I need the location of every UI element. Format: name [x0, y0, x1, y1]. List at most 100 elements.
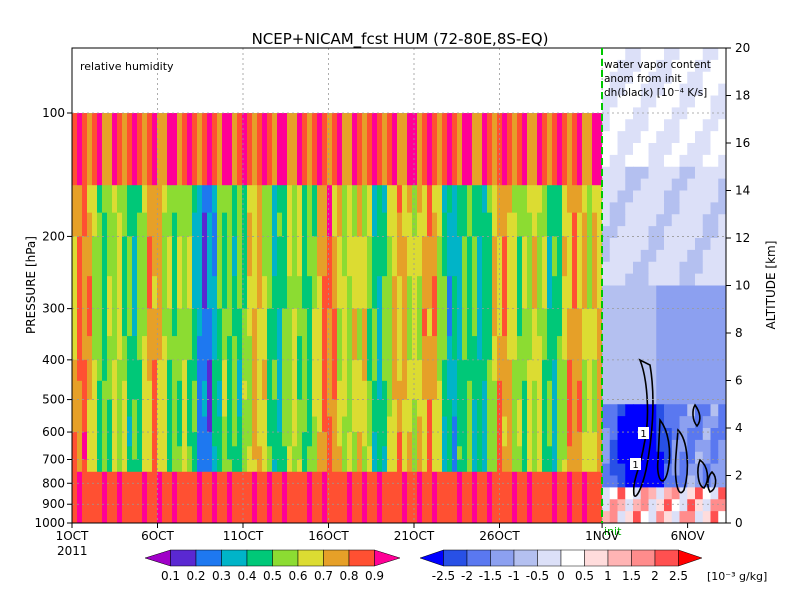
pressure-tick-label-8: 900: [42, 497, 65, 511]
anomaly-colorbar-swatch-10: [654, 549, 679, 567]
anomaly-colorbar-units: [10⁻³ g/kg]: [707, 570, 767, 583]
relative-humidity-field: [72, 113, 602, 523]
humidity-colorbar: 0.1 0.2 0.3 0.4 0.5 0.6 0.7 0.8 0.9: [144, 549, 401, 583]
svg-text:1: 1: [632, 460, 638, 471]
altitude-tick-label-7: 14: [735, 184, 750, 198]
pressure-tick-label-2: 300: [42, 302, 65, 316]
anomaly-colorbar-label-4: -0.5: [526, 569, 549, 583]
humidity-colorbar-label-1: 0.2: [186, 569, 205, 583]
humidity-colorbar-swatch-7: [323, 549, 350, 567]
humidity-colorbar-label-7: 0.8: [339, 569, 358, 583]
humidity-colorbar-swatch-4: [246, 549, 273, 567]
anomaly-colorbar-label-0: -2.5: [432, 569, 455, 583]
anomaly-colorbar-swatch-11: [678, 549, 703, 567]
altitude-tick-label-5: 10: [735, 279, 750, 293]
pressure-tick-label-9: 1000: [34, 516, 65, 530]
anomaly-colorbar-label-5: 0: [557, 569, 565, 583]
wv-annotation: water vapor content anom from init dh(bl…: [604, 59, 711, 99]
pressure-tick-label-3: 400: [42, 353, 65, 367]
altitude-tick-label-9: 18: [735, 89, 750, 103]
pressure-axis: 100 200 300 400 500 600 700 800 900 1000: [34, 106, 72, 530]
time-tick-label-0: 1OCT: [56, 529, 89, 543]
pressure-tick-label-7: 800: [42, 476, 65, 490]
pressure-axis-label: PRESSURE [hPa]: [24, 236, 38, 334]
humidity-colorbar-swatch-3: [221, 549, 248, 567]
pressure-tick-label-4: 500: [42, 393, 65, 407]
humidity-colorbar-swatch-2: [195, 549, 222, 567]
humidity-colorbar-swatch-6: [297, 549, 324, 567]
anomaly-colorbar-swatch-3: [490, 549, 515, 567]
time-tick-label-7: 6NOV: [671, 529, 706, 543]
anomaly-colorbar-swatch-2: [466, 549, 491, 567]
anomaly-colorbar-label-10: 2.5: [669, 569, 688, 583]
altitude-tick-label-10: 20: [735, 41, 750, 55]
humidity-colorbar-label-2: 0.3: [212, 569, 231, 583]
altitude-axis-label: ALTITUDE [km]: [764, 241, 778, 330]
init-label: init: [604, 525, 622, 538]
pressure-tick-label-5: 600: [42, 425, 65, 439]
anomaly-colorbar-swatch-9: [631, 549, 656, 567]
altitude-tick-label-8: 16: [735, 136, 750, 150]
wv-annotation-line-3: dh(black) [10⁻⁴ K/s]: [604, 87, 707, 99]
dh-contour-4: [697, 458, 709, 489]
time-tick-label-3: 16OCT: [308, 529, 349, 543]
dh-contour-2: [656, 417, 671, 482]
anomaly-colorbar-label-3: -1: [508, 569, 520, 583]
chart-title: NCEP+NICAM_fcst HUM (72-80E,8S-EQ): [252, 30, 549, 49]
anomaly-colorbar-swatch-6: [560, 549, 585, 567]
time-tick-label-6: 1NOV: [585, 529, 620, 543]
anomaly-colorbar-label-1: -2: [461, 569, 473, 583]
anomaly-colorbar-swatch-5: [537, 549, 562, 567]
altitude-axis: 0 2 4 6 8 10 12 14 16 18 20: [726, 41, 750, 530]
humidity-colorbar-label-6: 0.7: [314, 569, 333, 583]
time-tick-label-2: 11OCT: [223, 529, 264, 543]
water-vapor-anomaly-field: [602, 48, 726, 523]
humidity-colorbar-label-3: 0.4: [237, 569, 256, 583]
pressure-tick-label-6: 700: [42, 452, 65, 466]
time-tick-label-1: 6OCT: [141, 529, 174, 543]
svg-text:1: 1: [640, 429, 646, 440]
anomaly-colorbar-label-2: -1.5: [479, 569, 502, 583]
time-tick-label-5: 26OCT: [479, 529, 520, 543]
humidity-colorbar-label-8: 0.9: [365, 569, 384, 583]
humidity-colorbar-label-4: 0.5: [263, 569, 282, 583]
dh-contour-1: [632, 358, 654, 497]
anomaly-colorbar-label-8: 1.5: [622, 569, 641, 583]
pressure-tick-label-1: 200: [42, 229, 65, 243]
altitude-tick-label-0: 0: [735, 516, 743, 530]
dh-contours: [632, 358, 717, 497]
humidity-colorbar-swatch-9: [374, 549, 401, 567]
time-tick-label-4: 21OCT: [394, 529, 435, 543]
dh-contour-6: [707, 470, 717, 493]
time-axis: 1OCT 6OCT 11OCT 16OCT 21OCT 26OCT 1NOV 6NOV: [56, 523, 706, 543]
anomaly-colorbar-label-7: 1: [604, 569, 612, 583]
dh-contour-5: [692, 403, 701, 428]
altitude-tick-label-2: 4: [735, 421, 743, 435]
humidity-colorbar-label-5: 0.6: [288, 569, 307, 583]
year-label: 2011: [57, 544, 88, 558]
contour-label-2: 1: [630, 458, 641, 471]
humidity-colorbar-swatch-0: [144, 549, 171, 567]
anomaly-colorbar-swatch-8: [607, 549, 632, 567]
gridlines: [72, 48, 726, 523]
altitude-tick-label-3: 6: [735, 374, 743, 388]
wv-annotation-line-1: water vapor content: [604, 59, 711, 71]
anomaly-colorbar-swatch-4: [513, 549, 538, 567]
altitude-tick-label-4: 8: [735, 326, 743, 340]
dh-contour-3: [674, 428, 689, 494]
anomaly-colorbar-label-6: 0.5: [575, 569, 594, 583]
wv-annotation-line-2: anom from init: [604, 73, 681, 85]
humidity-colorbar-swatch-1: [170, 549, 197, 567]
anomaly-colorbar-swatch-1: [443, 549, 468, 567]
rh-annotation: relative humidity: [80, 60, 174, 73]
humidity-colorbar-label-0: 0.1: [161, 569, 180, 583]
anomaly-colorbar-label-9: 2: [651, 569, 659, 583]
contour-label-1: 1: [638, 427, 649, 440]
anomaly-colorbar-swatch-0: [419, 549, 444, 567]
humidity-colorbar-swatch-8: [348, 549, 375, 567]
anomaly-colorbar: -2.5 -2 -1.5 -1 -0.5 0 0.5 1 1.5 2 2.5: [419, 549, 703, 583]
altitude-tick-label-1: 2: [735, 469, 743, 483]
humidity-colorbar-swatch-5: [272, 549, 299, 567]
pressure-tick-label-0: 100: [42, 106, 65, 120]
